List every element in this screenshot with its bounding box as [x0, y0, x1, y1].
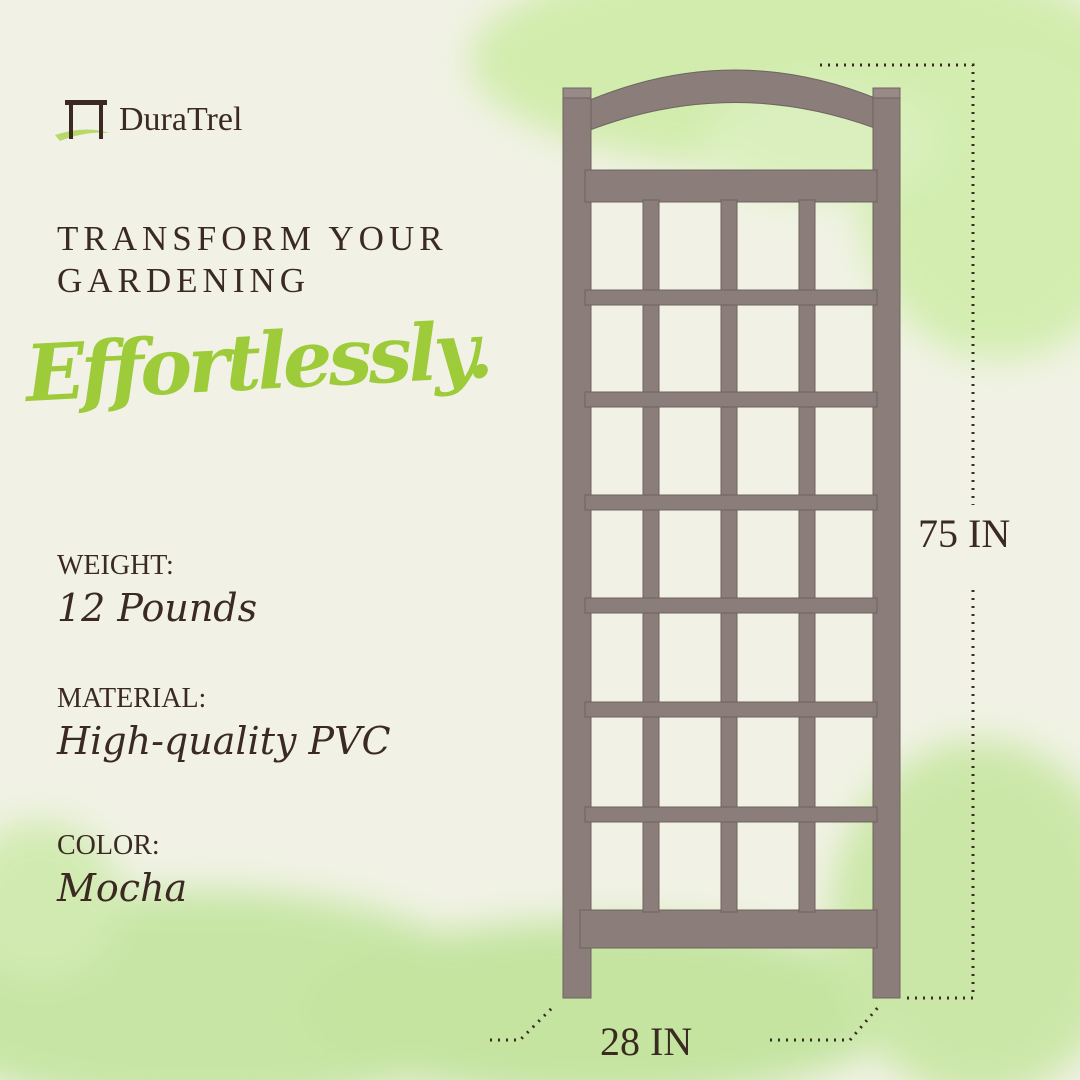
dimension-lines [490, 63, 975, 1042]
pergola-logo-icon [55, 100, 110, 141]
spec-label: MATERIAL: [57, 683, 207, 714]
spec-material: MATERIAL: High-quality PVC [57, 683, 391, 763]
spec-weight: WEIGHT: 12 Pounds [57, 550, 257, 630]
brand-name: DuraTrel [119, 101, 243, 138]
headline: TRANSFORM YOUR GARDENING [57, 218, 448, 302]
spec-color: COLOR: Mocha [57, 830, 187, 910]
brand-logo: DuraTrel [55, 95, 242, 145]
headline-line-2: GARDENING [57, 261, 311, 300]
spec-label: WEIGHT: [57, 550, 174, 581]
spec-value: High-quality PVC [57, 719, 391, 763]
spec-value: Mocha [57, 866, 188, 910]
spec-value: 12 Pounds [57, 586, 258, 630]
height-dimension-label: 75 IN [918, 511, 1011, 556]
headline-line-1: TRANSFORM YOUR [57, 219, 448, 258]
width-dimension-label: 28 IN [600, 1019, 693, 1064]
spec-label: COLOR: [57, 830, 160, 861]
